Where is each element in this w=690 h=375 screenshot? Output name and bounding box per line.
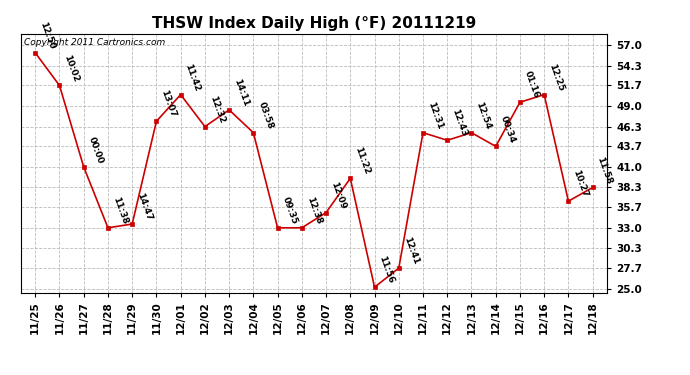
Text: 12:38: 12:38 [305, 195, 323, 225]
Text: 14:11: 14:11 [232, 78, 250, 108]
Text: 12:31: 12:31 [426, 100, 444, 130]
Text: 09:35: 09:35 [281, 195, 299, 225]
Text: 14:47: 14:47 [135, 191, 153, 222]
Text: 11:22: 11:22 [353, 146, 371, 176]
Text: 12:54: 12:54 [475, 100, 493, 130]
Text: 00:34: 00:34 [499, 114, 517, 144]
Text: 12:43: 12:43 [450, 108, 469, 138]
Text: 13:07: 13:07 [159, 89, 177, 119]
Text: 12:32: 12:32 [208, 94, 226, 124]
Text: 11:38: 11:38 [111, 195, 129, 225]
Text: 10:27: 10:27 [571, 169, 589, 199]
Title: THSW Index Daily High (°F) 20111219: THSW Index Daily High (°F) 20111219 [152, 16, 476, 31]
Text: 00:00: 00:00 [87, 135, 105, 165]
Text: 12:09: 12:09 [329, 180, 347, 210]
Text: 12:50: 12:50 [38, 21, 57, 51]
Text: Copyright 2011 Cartronics.com: Copyright 2011 Cartronics.com [23, 38, 165, 46]
Text: 10:02: 10:02 [62, 54, 81, 83]
Text: 11:56: 11:56 [377, 255, 395, 285]
Text: 12:25: 12:25 [547, 62, 565, 92]
Text: 11:58: 11:58 [595, 155, 614, 185]
Text: 01:16: 01:16 [523, 70, 541, 100]
Text: 12:41: 12:41 [402, 236, 420, 266]
Text: 03:58: 03:58 [256, 100, 275, 130]
Text: 11:42: 11:42 [184, 62, 202, 92]
